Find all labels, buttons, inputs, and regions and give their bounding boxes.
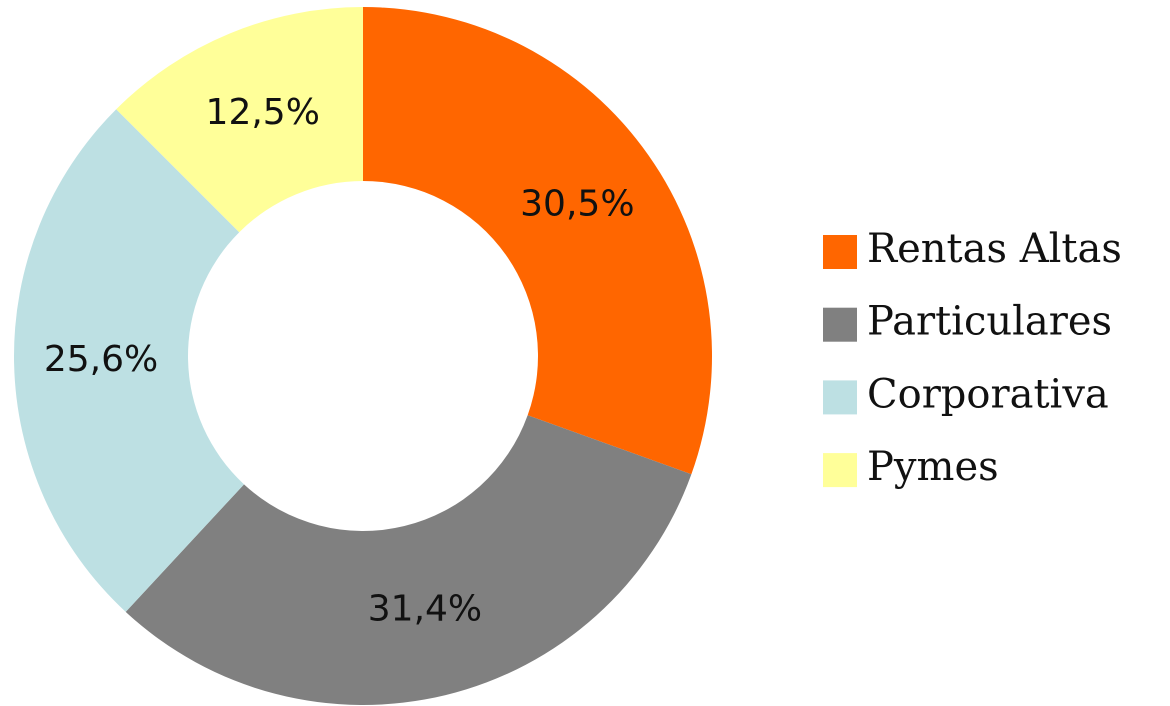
donut-slice <box>116 7 364 233</box>
value-label: 31,4% <box>368 589 482 630</box>
legend-swatch <box>823 453 857 488</box>
legend-label: Particulares <box>867 299 1112 345</box>
legend-swatch <box>823 307 857 342</box>
donut-slice <box>125 415 692 705</box>
value-label: 12,5% <box>206 92 320 133</box>
legend-label: Pymes <box>867 444 999 490</box>
legend-label: Rentas Altas <box>867 226 1122 272</box>
legend-swatch <box>823 235 857 269</box>
legend-label: Corporativa <box>867 371 1109 417</box>
value-label: 25,6% <box>44 339 158 380</box>
donut-slice <box>13 109 245 612</box>
donut-slice <box>363 7 712 475</box>
value-label: 30,5% <box>520 183 634 224</box>
legend-swatch <box>823 380 857 415</box>
